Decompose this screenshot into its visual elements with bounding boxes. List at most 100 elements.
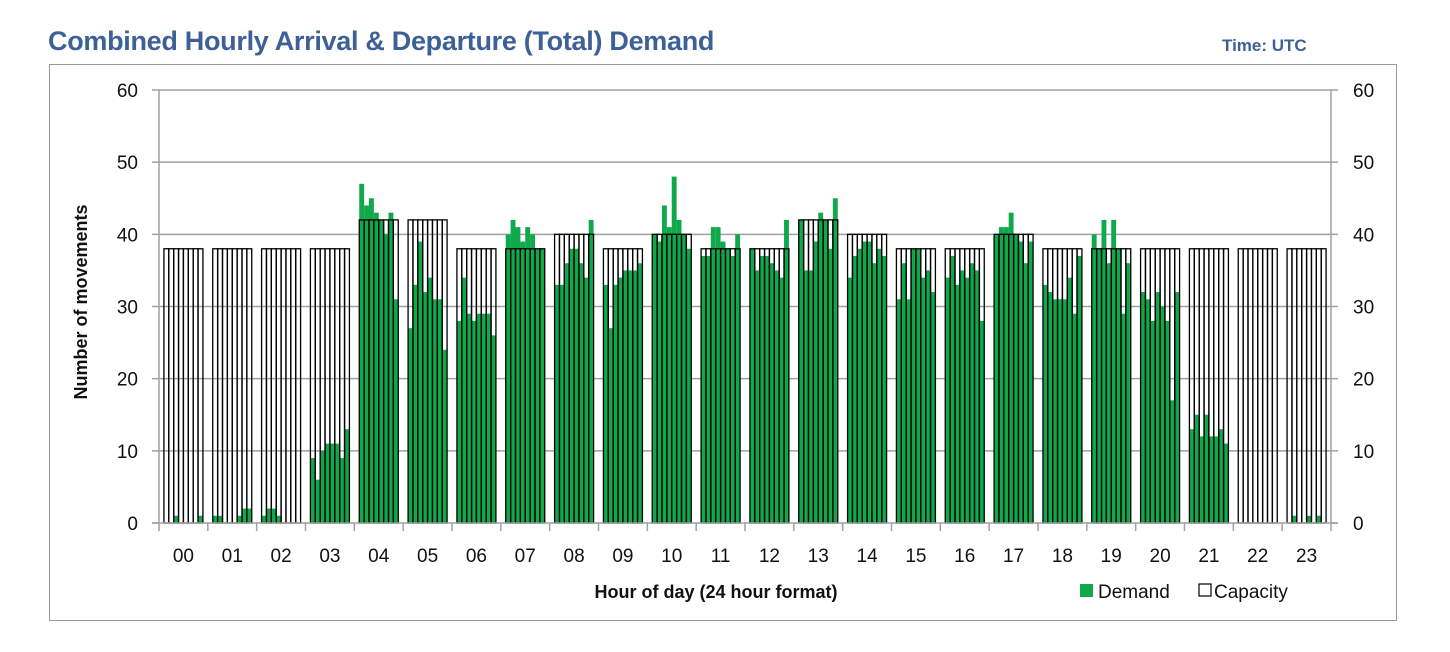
capacity-bar bbox=[197, 248, 204, 524]
demand-bar bbox=[515, 227, 521, 523]
x-axis-title: Hour of day (24 hour format) bbox=[594, 582, 837, 602]
demand-bar bbox=[432, 299, 438, 523]
demand-bar bbox=[774, 270, 780, 523]
demand-series bbox=[173, 176, 1322, 524]
demand-bar bbox=[310, 458, 316, 523]
demand-bar bbox=[930, 292, 936, 523]
capacity-bar bbox=[1261, 248, 1269, 524]
demand-bar bbox=[1018, 241, 1024, 524]
chart-frame bbox=[49, 64, 1397, 621]
x-tick-label: 08 bbox=[564, 546, 585, 567]
demand-bar bbox=[1164, 320, 1170, 523]
demand-bar bbox=[603, 284, 609, 523]
demand-bar bbox=[911, 248, 916, 523]
demand-bar bbox=[979, 320, 985, 523]
demand-bar bbox=[1213, 436, 1219, 523]
y-axis-right-labels: 0 10 20 30 40 50 60 bbox=[1353, 81, 1374, 535]
capacity-bar bbox=[221, 248, 229, 524]
demand-bar bbox=[955, 284, 960, 523]
demand-bar bbox=[320, 450, 326, 523]
demand-bar bbox=[759, 255, 765, 523]
capacity-bar bbox=[231, 248, 238, 524]
demand-bar bbox=[950, 255, 955, 523]
demand-bar bbox=[652, 234, 658, 524]
demand-bar bbox=[725, 248, 731, 523]
demand-bar bbox=[1052, 299, 1058, 523]
x-tick-label: 16 bbox=[954, 546, 975, 567]
x-tick-label: 04 bbox=[368, 546, 390, 567]
demand-bar bbox=[720, 241, 726, 524]
x-tick-label: 07 bbox=[515, 546, 536, 567]
demand-bar bbox=[896, 299, 902, 523]
y-tick-label-right: 30 bbox=[1353, 298, 1374, 319]
demand-bar bbox=[1091, 234, 1097, 524]
demand-bar bbox=[632, 270, 638, 523]
demand-bar bbox=[569, 248, 575, 523]
legend-demand-label: Demand bbox=[1098, 582, 1170, 603]
demand-bar bbox=[1125, 263, 1131, 523]
demand-bar bbox=[486, 313, 492, 523]
demand-bar bbox=[666, 227, 672, 523]
demand-bar bbox=[1150, 320, 1156, 523]
demand-bar bbox=[373, 212, 379, 523]
demand-bar bbox=[828, 248, 833, 523]
legend: Demand Capacity bbox=[1080, 582, 1288, 603]
demand-bar bbox=[1101, 219, 1107, 523]
capacity-bar bbox=[1301, 248, 1308, 524]
capacity-bar bbox=[1252, 248, 1259, 524]
demand-bar bbox=[564, 263, 570, 523]
demand-bar bbox=[1121, 313, 1126, 523]
capacity-bar bbox=[1271, 248, 1278, 524]
x-tick-label: 05 bbox=[417, 546, 438, 567]
demand-bar bbox=[705, 255, 711, 523]
demand-bar bbox=[920, 277, 926, 523]
demand-bar bbox=[1057, 299, 1063, 523]
demand-bar bbox=[1306, 515, 1312, 523]
demand-bar bbox=[994, 234, 999, 524]
demand-bar bbox=[574, 248, 579, 523]
demand-bar bbox=[212, 515, 218, 523]
demand-bar bbox=[466, 313, 472, 523]
demand-bar bbox=[329, 443, 335, 523]
demand-bar bbox=[657, 241, 662, 524]
y-tick-label-left: 30 bbox=[117, 298, 138, 319]
demand-bar bbox=[471, 320, 477, 523]
capacity-bar bbox=[1291, 248, 1298, 524]
demand-bar bbox=[1072, 313, 1078, 523]
demand-bar bbox=[1003, 227, 1009, 523]
demand-bar bbox=[735, 234, 741, 524]
demand-bar bbox=[974, 270, 980, 523]
demand-bar bbox=[578, 263, 584, 523]
demand-bar bbox=[613, 284, 619, 523]
demand-bar bbox=[749, 248, 755, 523]
capacity-bar bbox=[236, 248, 243, 524]
demand-bar bbox=[662, 205, 667, 523]
demand-bar bbox=[637, 263, 643, 523]
demand-bar bbox=[871, 263, 877, 523]
capacity-bar bbox=[290, 248, 297, 524]
demand-bar bbox=[408, 328, 413, 523]
y-axis-title: Number of movements bbox=[71, 204, 91, 399]
capacity-bar bbox=[280, 248, 287, 524]
capacity-bar bbox=[270, 248, 277, 524]
demand-bar bbox=[325, 443, 330, 523]
capacity-bar bbox=[1310, 248, 1317, 524]
demand-bar bbox=[559, 284, 565, 523]
y-axis-left-labels: 0 10 20 30 40 50 60 bbox=[117, 81, 138, 535]
demand-bar bbox=[754, 270, 760, 523]
demand-bar bbox=[862, 241, 868, 524]
demand-bar bbox=[1174, 292, 1180, 523]
demand-bar bbox=[1208, 436, 1214, 523]
demand-bar bbox=[173, 515, 179, 523]
capacity-bar bbox=[295, 248, 302, 524]
demand-bar bbox=[476, 313, 482, 523]
x-tick-label: 12 bbox=[759, 546, 780, 567]
capacity-bar bbox=[163, 248, 170, 524]
capacity-bar bbox=[1286, 248, 1293, 524]
demand-bar bbox=[1096, 248, 1102, 523]
demand-bar bbox=[1218, 429, 1224, 523]
demand-bar bbox=[1106, 263, 1112, 523]
demand-bar bbox=[618, 277, 623, 523]
demand-bar bbox=[813, 241, 819, 524]
